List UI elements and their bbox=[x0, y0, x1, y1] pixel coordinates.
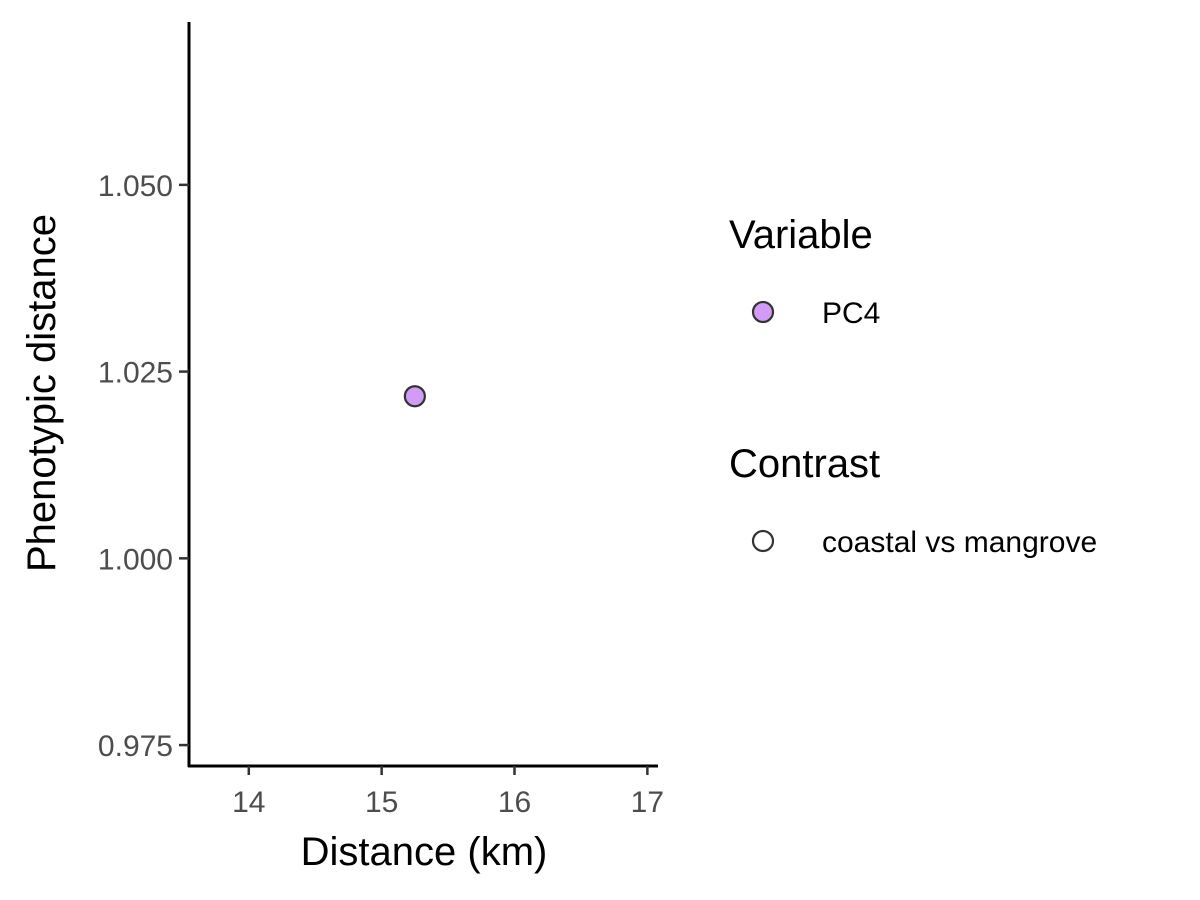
legend: Variable PC4 Contrast coastal vs mangrove bbox=[729, 213, 1097, 559]
y-tick-label: 1.025 bbox=[98, 357, 173, 390]
data-point bbox=[403, 385, 426, 408]
y-tick-label: 0.975 bbox=[98, 730, 173, 763]
legend-label: coastal vs mangrove bbox=[822, 526, 1097, 559]
legend-title: Variable bbox=[729, 213, 873, 257]
legend-key bbox=[751, 529, 775, 553]
y-tick-label: 1.050 bbox=[98, 170, 173, 203]
y-axis-ticks: 0.975 1.000 1.025 1.050 bbox=[98, 170, 189, 763]
y-axis-title: Phenotypic distance bbox=[20, 214, 64, 572]
legend-label: PC4 bbox=[822, 297, 880, 330]
x-axis-ticks: 14 15 16 17 bbox=[232, 766, 664, 819]
legend-key bbox=[751, 300, 775, 324]
x-tick-label: 16 bbox=[498, 786, 531, 819]
x-tick-label: 14 bbox=[232, 786, 265, 819]
legend-title: Contrast bbox=[729, 442, 880, 486]
data-points bbox=[403, 385, 426, 408]
plot-area bbox=[187, 22, 658, 768]
x-axis-title: Distance (km) bbox=[301, 830, 548, 874]
x-tick-label: 17 bbox=[631, 786, 664, 819]
y-tick-label: 1.000 bbox=[98, 543, 173, 576]
x-tick-label: 15 bbox=[365, 786, 398, 819]
